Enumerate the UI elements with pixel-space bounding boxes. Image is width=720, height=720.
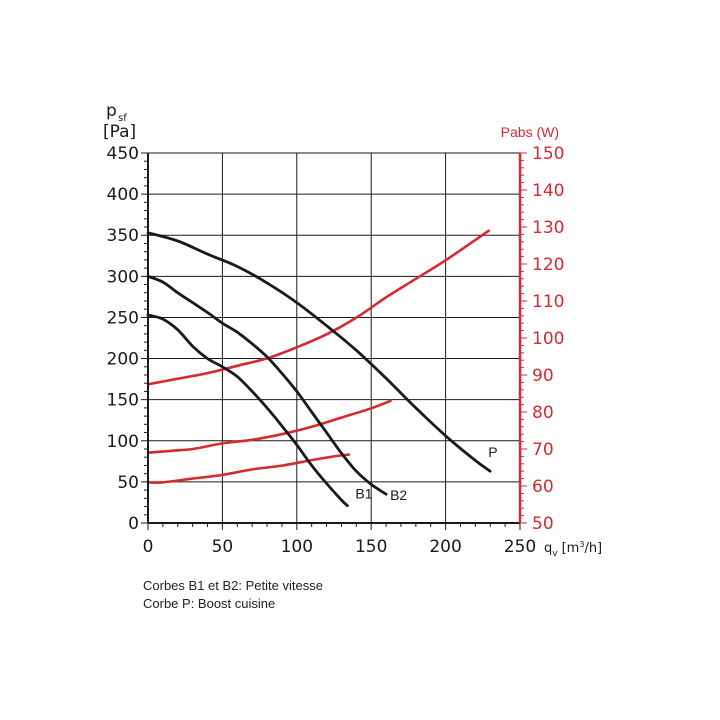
chart-labels: p sf [Pa] Pabs (W) qv [m3/h] xyxy=(103,101,602,559)
left-tick-label-100: 100 xyxy=(107,432,139,452)
left-tick-label-350: 350 xyxy=(107,226,139,246)
x-axis-unit-prefix: [m xyxy=(562,541,580,556)
left-tick-label-50: 50 xyxy=(117,473,139,493)
left-tick-label-300: 300 xyxy=(107,267,139,287)
legend-note-b1-b2: Corbes B1 et B2: Petite vitesse xyxy=(143,578,323,593)
x-tick-label-100: 100 xyxy=(281,537,313,557)
left-axis-symbol: p xyxy=(106,101,117,121)
chart-series: B1 B2 P xyxy=(146,229,498,508)
left-tick-label-0: 0 xyxy=(128,514,139,534)
power-curve-3 xyxy=(146,229,491,386)
chart-axes: 0 50 100 150 200 250 300 350 400 450 0 50 100 150 200 2… xyxy=(107,144,565,557)
x-tick-label-0: 0 xyxy=(143,537,154,557)
right-tick-label-130: 130 xyxy=(532,218,564,238)
x-axis-subscript: v xyxy=(552,549,558,559)
left-axis-unit: [Pa] xyxy=(103,122,136,142)
x-tick-label-250: 250 xyxy=(504,537,536,557)
right-tick-label-90: 90 xyxy=(532,366,554,386)
left-tick-label-450: 450 xyxy=(107,144,139,164)
curve-label-b1: B1 xyxy=(355,486,372,502)
legend-note-p: Corbe P: Boost cuisine xyxy=(143,596,276,611)
pressure-curve-p xyxy=(146,231,492,473)
pressure-curve-b1 xyxy=(146,313,349,508)
left-tick-label-200: 200 xyxy=(107,350,139,370)
x-tick-label-50: 50 xyxy=(212,537,234,557)
right-axis-label: Pabs (W) xyxy=(501,124,559,140)
left-tick-label-150: 150 xyxy=(107,391,139,411)
pressure-curve-b2 xyxy=(146,274,388,496)
x-axis-unit-superscript: 3 xyxy=(579,540,584,549)
x-axis-unit-suffix: /h] xyxy=(584,541,602,556)
right-tick-label-110: 110 xyxy=(532,292,564,312)
x-axis-symbol: q xyxy=(544,541,552,556)
right-tick-label-150: 150 xyxy=(532,144,564,164)
left-tick-label-400: 400 xyxy=(107,185,139,205)
right-tick-label-70: 70 xyxy=(532,440,554,460)
right-tick-label-120: 120 xyxy=(532,255,564,275)
chart-grid xyxy=(148,152,520,523)
x-axis-label: qv [m3/h] xyxy=(544,540,602,559)
left-axis-subscript: sf xyxy=(118,113,127,124)
curve-label-p: P xyxy=(488,444,497,460)
x-tick-label-200: 200 xyxy=(429,537,461,557)
right-tick-label-80: 80 xyxy=(532,403,554,423)
right-tick-label-140: 140 xyxy=(532,181,564,201)
left-tick-label-250: 250 xyxy=(107,308,139,328)
power-curve-2 xyxy=(146,399,392,454)
curve-label-b2: B2 xyxy=(390,487,407,503)
right-tick-label-100: 100 xyxy=(532,329,564,349)
x-tick-label-150: 150 xyxy=(355,537,387,557)
power-curve-1 xyxy=(146,453,351,484)
right-tick-label-60: 60 xyxy=(532,477,554,497)
right-tick-label-50: 50 xyxy=(532,514,554,534)
